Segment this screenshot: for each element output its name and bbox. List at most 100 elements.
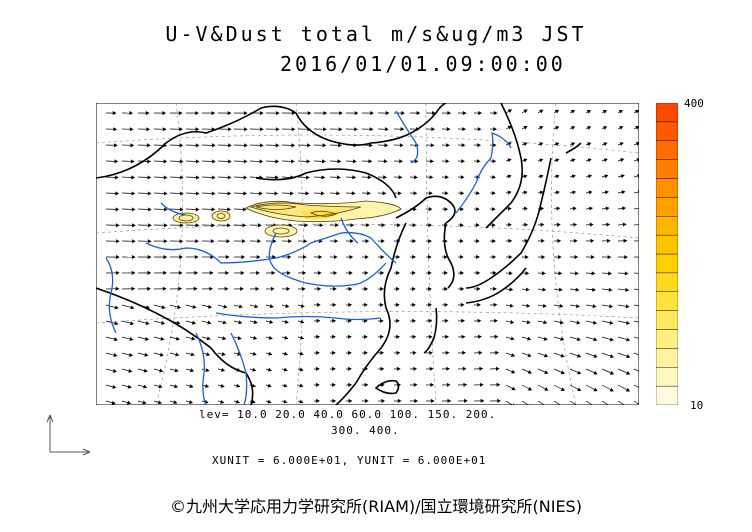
wind-arrow-head <box>429 175 434 180</box>
wind-arrow-head <box>609 320 614 325</box>
wind-arrow-head <box>315 366 320 371</box>
wind-arrow-head <box>620 158 625 162</box>
wind-arrow-head <box>252 367 257 372</box>
wind-arrow-head <box>607 255 612 260</box>
wind-arrow-head <box>257 239 262 244</box>
wind-arrow-head <box>462 366 467 371</box>
wind-arrow-head <box>205 384 210 388</box>
wind-arrow-head <box>428 255 432 259</box>
wind-arrow-head <box>380 255 385 260</box>
wind-arrow-head <box>243 191 248 196</box>
colorbar-segment <box>656 159 678 179</box>
wind-arrow-head <box>412 334 417 339</box>
wind-arrow <box>633 352 639 356</box>
wind-arrow-head <box>179 175 184 180</box>
wind-arrow-head <box>332 382 336 388</box>
wind-arrow-head <box>161 320 166 325</box>
wind-arrow-head <box>163 223 168 228</box>
wind-arrow-head <box>365 239 370 244</box>
wind-arrow-head <box>479 366 484 371</box>
wind-arrow-head <box>412 318 416 323</box>
wind-arrow-head <box>493 286 497 291</box>
wind-arrow-head <box>508 271 513 276</box>
wind-arrow <box>569 400 577 405</box>
wind-arrow-head <box>412 302 416 307</box>
wind-arrow-head <box>283 367 288 372</box>
wind-arrow-head <box>251 383 257 388</box>
wind-arrow-head <box>269 304 274 309</box>
wind-arrow-head <box>130 159 135 164</box>
wind-arrow-head <box>270 286 275 291</box>
wind-arrow-head <box>227 175 232 180</box>
wind-arrow-head <box>379 302 384 307</box>
wind-arrow-head <box>303 239 308 244</box>
wind-arrow-head <box>163 159 168 164</box>
wind-arrow-head <box>560 337 565 341</box>
wind-arrow-head <box>348 286 353 291</box>
wind-arrow-head <box>207 320 212 325</box>
wind-arrow-head <box>570 109 576 114</box>
wind-arrow-head <box>593 370 598 375</box>
wind-arrow-head <box>475 222 480 228</box>
wind-arrow-head <box>396 334 400 339</box>
wind-arrow-head <box>211 223 216 228</box>
wind-arrow-head <box>131 223 136 228</box>
wind-arrow-head <box>411 286 416 291</box>
wind-arrow-head <box>460 302 465 307</box>
wind-arrow-head <box>220 399 225 404</box>
wind-arrow-head <box>275 143 280 148</box>
wind-arrow-head <box>445 159 450 164</box>
wind-arrow-head <box>591 271 596 276</box>
wind-arrow-head <box>115 270 120 275</box>
wind-arrow-head <box>623 238 628 243</box>
colorbar-segment <box>656 329 678 349</box>
wind-arrow-head <box>460 255 464 259</box>
wind-arrow <box>633 304 639 307</box>
wind-arrow-head <box>586 126 592 130</box>
wind-arrow-head <box>476 286 481 292</box>
wind-arrow-head <box>478 350 483 355</box>
wind-arrow-head <box>306 175 310 180</box>
wind-arrow-head <box>333 270 338 276</box>
wind-arrow-head <box>317 270 322 275</box>
wind-arrow-head <box>446 143 450 148</box>
wind-arrow-head <box>159 352 164 357</box>
wind-arrow-head <box>540 222 545 227</box>
wind-arrow-head <box>115 191 120 196</box>
wind-arrow-head <box>625 320 631 325</box>
wind-arrow-head <box>113 143 118 148</box>
wind-arrow-head <box>179 207 184 212</box>
wind-arrow-head <box>222 336 227 341</box>
wind-arrow-head <box>496 382 501 387</box>
colorbar-segment <box>656 197 678 217</box>
wind-arrow-head <box>383 175 387 180</box>
wind-arrow-head <box>635 141 639 146</box>
wind-arrow-head <box>129 337 134 341</box>
wind-arrow-head <box>619 142 624 146</box>
wind-arrow-head <box>368 159 373 164</box>
wind-arrow-head <box>112 368 117 373</box>
wind-arrow-head <box>321 175 326 180</box>
wind-arrow-head <box>413 382 418 387</box>
wind-arrow-head <box>398 175 403 180</box>
wind-arrow-head <box>395 302 400 307</box>
wind-arrow-head <box>444 191 449 196</box>
wind-arrow-head <box>113 337 119 342</box>
wind-arrow-head <box>331 366 336 371</box>
wind-arrow-head <box>274 191 279 196</box>
wind-arrow-head <box>283 383 288 388</box>
wind-arrow-head <box>637 174 639 178</box>
wind-arrow-head <box>491 207 496 212</box>
wind-arrow-head <box>476 191 480 196</box>
wind-arrow-head <box>492 175 496 180</box>
wind-arrow-head <box>300 319 305 324</box>
wind-arrow-head <box>126 400 132 405</box>
wind-arrow-head <box>338 143 342 148</box>
wind-arrow-head <box>306 159 311 164</box>
wind-arrow-head <box>381 398 386 404</box>
wind-arrow-head <box>414 159 419 164</box>
wind-arrow-head <box>385 110 390 116</box>
wind-arrow-head <box>318 255 323 260</box>
wind-arrow-head <box>507 174 512 179</box>
wind-arrow-head <box>510 336 515 341</box>
